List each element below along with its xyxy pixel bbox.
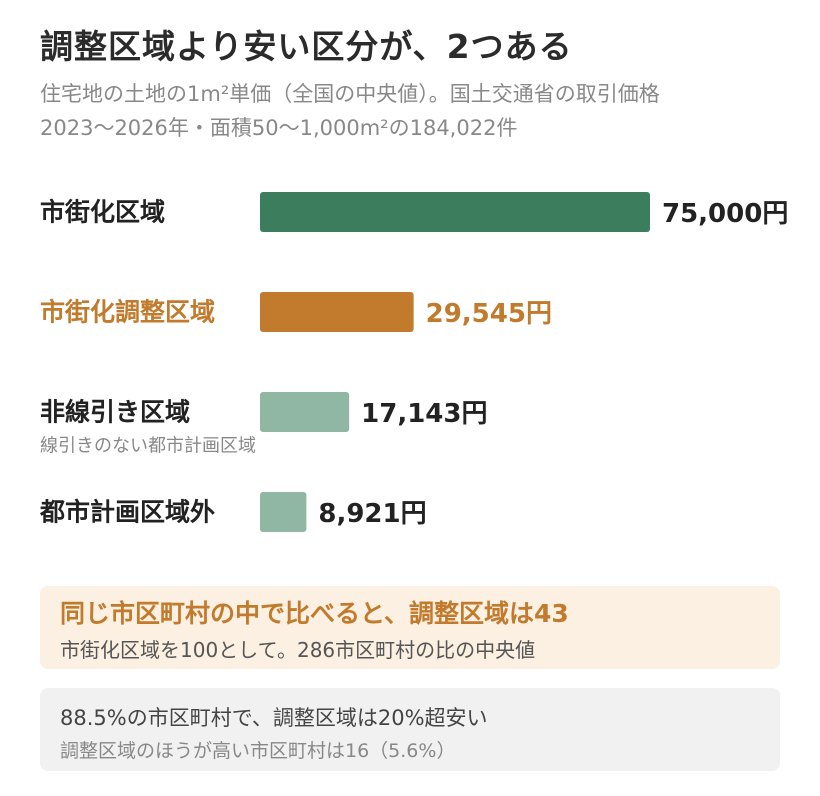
callout-share-sub: 調整区域のほうが高い市区町村は16（5.6%） [60, 740, 456, 762]
bar [260, 392, 350, 432]
chart-title: 調整区域より安い区分が、2つある [40, 27, 573, 66]
callout-comparison: 同じ市区町村の中で比べると、調整区域は43 市街化区域を100として。286市区… [40, 586, 780, 669]
callout-comparison-sub: 市街化区域を100として。286市区町村の比の中央値 [60, 638, 536, 662]
chart-subtitle-line1: 住宅地の土地の1m²単価（全国の中央値）。国土交通省の取引価格 [40, 82, 660, 106]
value-label: 29,545円 [426, 299, 552, 329]
category-label: 市街化調整区域 [40, 298, 215, 327]
value-label: 17,143円 [361, 399, 487, 429]
bar [260, 292, 414, 332]
category-label: 都市計画区域外 [39, 498, 215, 527]
bar [260, 492, 307, 532]
callout-comparison-main: 同じ市区町村の中で比べると、調整区域は43 [60, 599, 569, 628]
value-label: 75,000円 [662, 199, 788, 229]
value-label: 8,921円 [318, 499, 426, 529]
chart-subtitle-line2: 2023〜2026年・面積50〜1,000m²の184,022件 [40, 116, 518, 140]
callout-share: 88.5%の市区町村で、調整区域は20%超安い 調整区域のほうが高い市区町村は1… [40, 688, 780, 771]
category-label: 市街化区域 [40, 198, 165, 227]
callout-share-main: 88.5%の市区町村で、調整区域は20%超安い [60, 706, 488, 730]
bar [260, 192, 650, 232]
category-label: 非線引き区域 [40, 398, 190, 427]
category-sublabel: 線引きのない都市計画区域 [40, 436, 256, 457]
